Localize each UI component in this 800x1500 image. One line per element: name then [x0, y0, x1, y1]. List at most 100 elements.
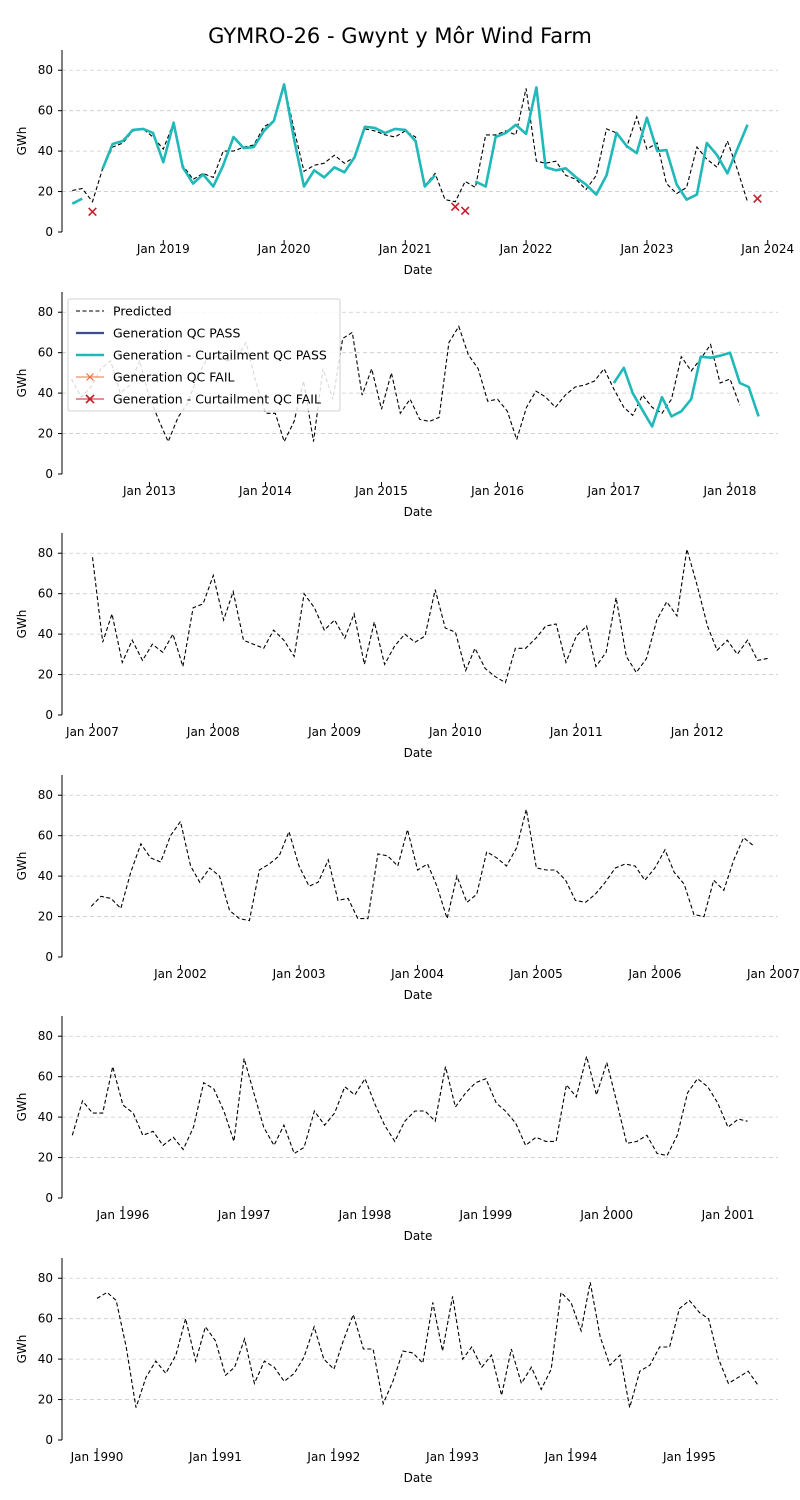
- y-axis-label: GWh: [15, 1335, 29, 1364]
- x-tick-label: Jan 1993: [425, 1450, 479, 1464]
- y-tick-label: 40: [38, 627, 53, 641]
- x-axis-label: Date: [404, 263, 433, 277]
- y-tick-label: 20: [38, 910, 53, 924]
- x-tick-label: Jan 2004: [390, 967, 444, 981]
- x-tick-label: Jan 2017: [587, 484, 641, 498]
- x-tick-label: Jan 2018: [703, 484, 757, 498]
- y-tick-label: 20: [38, 1151, 53, 1165]
- y-tick-label: 80: [38, 1029, 53, 1043]
- y-tick-label: 60: [38, 587, 53, 601]
- y-tick-label: 80: [38, 546, 53, 560]
- x-tick-label: Jan 2003: [272, 967, 326, 981]
- y-axis-label: GWh: [15, 369, 29, 398]
- chart-title: GYMRO-26 - Gwynt y Môr Wind Farm: [208, 24, 592, 48]
- x-tick-label: Jan 1995: [662, 1450, 716, 1464]
- chart-panel-4: 0 20 40 60 80 Jan 2002 Jan 2003 Jan 2004 Jan 200…: [15, 775, 800, 1002]
- chart-panel-6: 0 20 40 60 80 Jan 1990 Jan 1991 Jan 1992 Jan 199…: [15, 1258, 778, 1485]
- marker-curtailment-fail: [460, 206, 470, 216]
- x-tick-label: Jan 2016: [470, 484, 524, 498]
- y-tick-label: 0: [45, 467, 53, 481]
- y-tick-label: 40: [38, 386, 53, 400]
- x-axis-label: Date: [404, 1229, 433, 1243]
- x-tick-label: Jan 1990: [70, 1450, 124, 1464]
- x-tick-label: Jan 2020: [257, 242, 311, 256]
- y-axis-label: GWh: [15, 127, 29, 156]
- marker-curtailment-fail: [753, 194, 762, 203]
- series-predicted: [90, 809, 754, 922]
- y-tick-label: 80: [38, 305, 53, 319]
- x-tick-label: Jan 2019: [136, 242, 190, 256]
- y-tick-label: 60: [38, 104, 53, 118]
- y-axis-label: GWh: [15, 1093, 29, 1122]
- x-tick-label: Jan 2006: [628, 967, 682, 981]
- legend-marker: [85, 394, 95, 404]
- x-tick-label: Jan 2023: [619, 242, 673, 256]
- y-tick-label: 80: [38, 788, 53, 802]
- x-tick-label: Jan 2010: [428, 725, 482, 739]
- series-predicted: [91, 549, 768, 684]
- legend-label: Predicted: [113, 304, 172, 319]
- y-axis-label: GWh: [15, 852, 29, 881]
- legend-swatch-gen_curt_fail: [76, 394, 104, 404]
- series-predicted: [96, 1282, 759, 1408]
- y-tick-label: 20: [38, 1393, 53, 1407]
- x-tick-label: Jan 2007: [746, 967, 800, 981]
- series-predicted: [71, 1056, 748, 1157]
- x-tick-label: Jan 1998: [338, 1208, 392, 1222]
- x-tick-label: Jan 1992: [306, 1450, 360, 1464]
- y-tick-label: 60: [38, 346, 53, 360]
- x-tick-label: Jan 2013: [122, 484, 176, 498]
- x-tick-label: Jan 1994: [544, 1450, 598, 1464]
- y-axis-label: GWh: [15, 610, 29, 639]
- x-tick-label: Jan 2002: [153, 967, 207, 981]
- series-generation-curtailment-pass: [71, 197, 83, 205]
- series-generation-curtailment-pass: [474, 86, 749, 201]
- x-axis-label: Date: [404, 1471, 433, 1485]
- y-tick-label: 0: [45, 708, 53, 722]
- x-axis-label: Date: [404, 505, 433, 519]
- x-tick-label: Jan 2011: [549, 725, 603, 739]
- y-tick-label: 40: [38, 144, 53, 158]
- x-tick-label: Jan 2012: [670, 725, 724, 739]
- x-tick-label: Jan 2021: [378, 242, 432, 256]
- marker-curtailment-fail: [88, 207, 97, 217]
- x-tick-label: Jan 1997: [217, 1208, 271, 1222]
- x-tick-label: Jan 1999: [458, 1208, 512, 1222]
- y-tick-label: 0: [45, 225, 53, 239]
- legend-swatch-gen_fail: [76, 373, 104, 381]
- series-generation-curtailment-pass: [101, 83, 437, 188]
- x-tick-label: Jan 2008: [186, 725, 240, 739]
- marker-curtailment-fail: [450, 202, 460, 212]
- legend-marker: [86, 373, 94, 381]
- x-tick-label: Jan 2000: [579, 1208, 633, 1222]
- x-tick-label: Jan 2001: [701, 1208, 755, 1222]
- legend-label: Generation - Curtailment QC FAIL: [113, 392, 321, 407]
- x-tick-label: Jan 2024: [740, 242, 794, 256]
- y-tick-label: 60: [38, 1312, 53, 1326]
- chart-panel-1: 0 20 40 60 80 Jan 2019 Jan 2020 Jan 2021 Jan 202…: [15, 50, 794, 277]
- x-tick-label: Jan 2015: [354, 484, 408, 498]
- legend-label: Generation QC FAIL: [113, 370, 235, 385]
- series-predicted: [72, 84, 749, 203]
- x-tick-label: Jan 2009: [307, 725, 361, 739]
- x-tick-label: Jan 2014: [238, 484, 292, 498]
- y-tick-label: 40: [38, 1110, 53, 1124]
- y-tick-label: 0: [45, 1191, 53, 1205]
- y-tick-label: 20: [38, 668, 53, 682]
- y-tick-label: 80: [38, 63, 53, 77]
- y-tick-label: 60: [38, 829, 53, 843]
- series-generation-curtailment-pass: [612, 351, 760, 428]
- legend-label: Generation QC PASS: [113, 326, 240, 341]
- y-tick-label: 0: [45, 1433, 53, 1447]
- legend-label: Generation - Curtailment QC PASS: [113, 348, 327, 363]
- chart-panel-3: 0 20 40 60 80 Jan 2007 Jan 2008 Jan 2009 Jan 201…: [15, 533, 778, 760]
- x-tick-label: Jan 1991: [188, 1450, 242, 1464]
- chart-panel-5: 0 20 40 60 80 Jan 1996 Jan 1997 Jan 1998 Jan 199…: [15, 1016, 778, 1243]
- x-tick-label: Jan 1996: [96, 1208, 150, 1222]
- y-tick-label: 20: [38, 185, 53, 199]
- legend: Predicted Generation QC PASS Generation - …: [67, 298, 341, 412]
- y-tick-label: 60: [38, 1070, 53, 1084]
- y-tick-label: 20: [38, 427, 53, 441]
- y-tick-label: 80: [38, 1271, 53, 1285]
- y-tick-label: 40: [38, 869, 53, 883]
